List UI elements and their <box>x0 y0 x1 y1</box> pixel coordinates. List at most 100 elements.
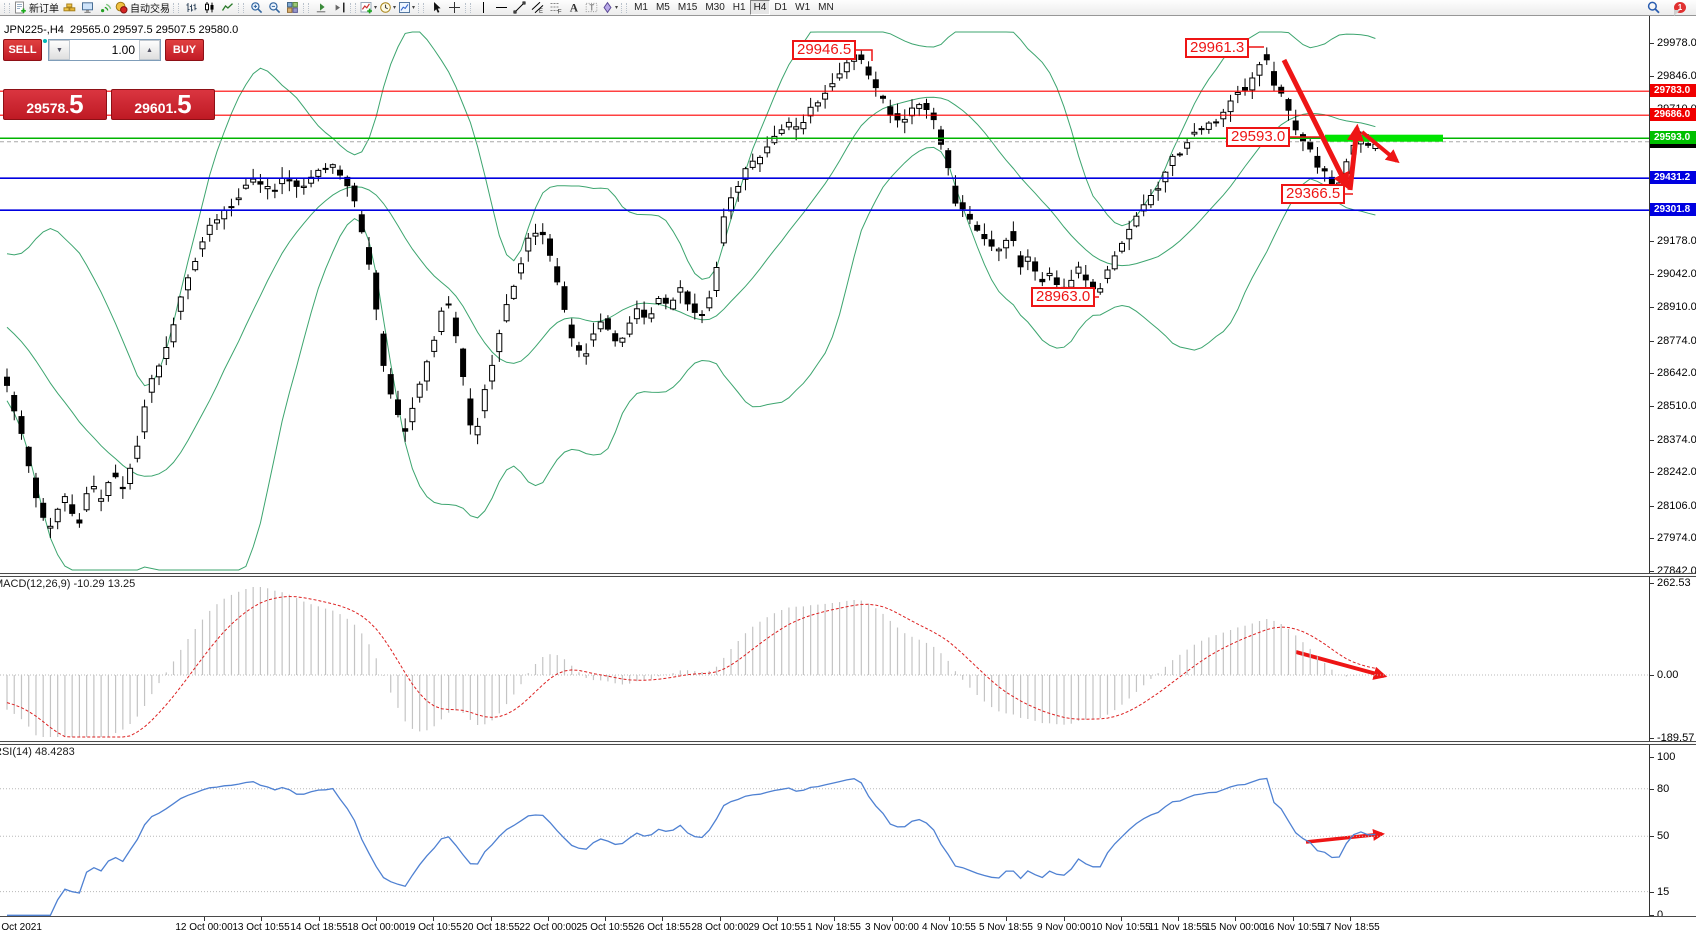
trend-arrow[interactable] <box>1281 58 1350 190</box>
svg-text:T: T <box>589 4 594 13</box>
cursor-button[interactable] <box>427 1 445 15</box>
rsi-line <box>7 777 1376 916</box>
timeframe-button-m5[interactable]: M5 <box>655 2 670 13</box>
line-chart-button[interactable] <box>218 1 236 15</box>
macd-tick-mark <box>1650 738 1654 739</box>
price-annotation[interactable]: 29593.0 <box>1226 127 1291 147</box>
time-axis-label: 3 Nov 00:00 <box>865 922 919 933</box>
main-price-chart[interactable] <box>0 16 1649 573</box>
price-tick-label: 27974.0 <box>1657 532 1696 544</box>
buy-price-button[interactable]: 29601. 5 <box>111 89 215 120</box>
text-button[interactable]: A <box>564 1 582 15</box>
price-annotation[interactable]: 29946.5 <box>792 40 857 60</box>
deposit-icon[interactable] <box>60 1 78 15</box>
timeframe-button-d1[interactable]: D1 <box>774 2 788 13</box>
time-tick-mark <box>777 917 778 921</box>
zoom-in-button[interactable] <box>247 1 265 15</box>
price-tick-mark <box>1650 373 1654 374</box>
rsi-tick-mark <box>1650 789 1654 790</box>
crosshair-button[interactable] <box>445 1 463 15</box>
tile-windows-button[interactable] <box>283 1 301 15</box>
trend-arrow[interactable] <box>1360 130 1400 164</box>
timeframe-button-w1[interactable]: W1 <box>795 2 811 13</box>
volume-decrease-button[interactable]: ▼ <box>49 40 70 60</box>
chart-shift-button[interactable] <box>330 1 348 15</box>
timeframe-button-m15[interactable]: M15 <box>677 2 698 13</box>
time-tick-mark <box>834 917 835 921</box>
autotrading-button-label: 自动交易 <box>130 4 170 15</box>
timeframe-button-m30[interactable]: M30 <box>705 2 725 13</box>
horizontal-level-lines[interactable] <box>0 90 1649 211</box>
buy-button[interactable]: BUY <box>165 39 204 61</box>
time-axis-label: 18 Oct 00:00 <box>347 922 405 933</box>
macd-label: MACD(12,26,9) -10.29 13.25 <box>0 578 136 590</box>
text-label-button[interactable]: T <box>582 1 600 15</box>
sell-price-button[interactable]: 29578. 5 <box>3 89 107 120</box>
rsi-tick-mark <box>1650 757 1654 758</box>
trend-arrow[interactable] <box>1347 123 1365 191</box>
macd-indicator-panel[interactable] <box>0 577 1649 741</box>
time-axis-label: 15 Nov 00:00 <box>1205 922 1265 933</box>
rsi-label: RSI(14) 48.4283 <box>0 746 75 758</box>
price-annotation[interactable]: 29961.3 <box>1185 38 1250 58</box>
price-tick-label: 29846.0 <box>1657 70 1696 82</box>
rsi-indicator-panel[interactable] <box>0 745 1649 916</box>
timeframe-button-m1[interactable]: M1 <box>634 2 648 13</box>
rsi-axis-label: 80 <box>1657 783 1670 795</box>
price-annotation[interactable]: 29366.5 <box>1281 184 1346 204</box>
auto-scroll-button[interactable] <box>312 1 330 15</box>
panel-divider-1[interactable] <box>0 573 1696 577</box>
signals-icon[interactable] <box>96 1 114 15</box>
autotrading-button[interactable]: 自动交易 <box>114 1 171 15</box>
rsi-axis-label: 50 <box>1657 830 1670 842</box>
macd-tick-mark <box>1650 675 1654 676</box>
price-tick-mark <box>1650 341 1654 342</box>
bar-chart-button[interactable] <box>182 1 200 15</box>
time-axis-label: 1 Nov 18:55 <box>807 922 861 933</box>
timeframe-button-mn[interactable]: MN <box>818 2 834 13</box>
toolbar-grip <box>350 2 356 13</box>
templates-button[interactable]: ▾ <box>397 1 416 15</box>
channel-button[interactable]: E <box>528 1 546 15</box>
shapes-button[interactable]: ▾ <box>600 1 619 15</box>
timeframe-button-h4[interactable]: H4 <box>749 0 771 15</box>
fibonacci-button[interactable]: F <box>546 1 564 15</box>
zoom-out-button[interactable] <box>265 1 283 15</box>
cursor-icon <box>433 2 441 13</box>
volume-input[interactable] <box>70 40 139 60</box>
trend-arrow[interactable] <box>1295 650 1388 680</box>
price-annotation[interactable]: 28963.0 <box>1031 287 1096 307</box>
new-order-button[interactable]: 新订单 <box>13 1 60 15</box>
bars-icon <box>185 3 197 12</box>
panel-divider-2[interactable] <box>0 741 1696 745</box>
new-order-icon <box>15 1 26 14</box>
trendline-button[interactable] <box>510 1 528 15</box>
timeframe-button-h1[interactable]: H1 <box>732 2 746 13</box>
periods-button[interactable]: ▾ <box>378 1 397 15</box>
horizontal-line-button[interactable] <box>492 1 510 15</box>
volume-increase-button[interactable]: ▲ <box>139 40 160 60</box>
dropdown-caret-icon: ▾ <box>374 5 378 11</box>
search-button[interactable] <box>1644 1 1662 15</box>
time-axis-label: 13 Oct 10:55 <box>232 922 290 933</box>
time-axis-label: 28 Oct 00:00 <box>691 922 749 933</box>
indicators-button[interactable]: ▾ <box>359 1 378 15</box>
time-axis-label: 4 Nov 10:55 <box>922 922 976 933</box>
price-tick-mark <box>1650 472 1654 473</box>
time-tick-mark <box>1064 917 1065 921</box>
notifications-button[interactable]: 1 <box>1674 2 1686 16</box>
market-watch-icon[interactable] <box>78 1 96 15</box>
time-tick-mark <box>1235 917 1236 921</box>
clock-icon <box>380 2 391 13</box>
candlestick-chart-button[interactable] <box>200 1 218 15</box>
volume-stepper: ▼ ▲ <box>48 39 161 61</box>
price-axis[interactable]: 29978.029846.029710.029178.029042.028910… <box>1649 16 1696 921</box>
toolbar-grip <box>465 2 472 13</box>
vertical-line-button[interactable] <box>474 1 492 15</box>
price-tick-mark <box>1650 76 1654 77</box>
bollinger-bands <box>6 31 1376 571</box>
toolbar-right-group: 1 <box>1644 1 1696 16</box>
green-support-zone[interactable] <box>1325 134 1443 142</box>
sell-button[interactable]: SELL <box>3 39 42 61</box>
